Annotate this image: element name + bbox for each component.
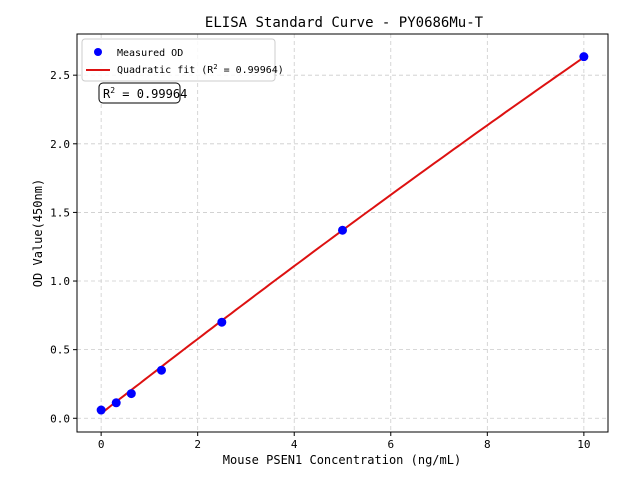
x-tick-label: 6 [387, 438, 394, 451]
data-point [579, 52, 589, 62]
data-point [96, 405, 106, 415]
y-tick-label: 0.0 [50, 412, 70, 425]
fit-line [100, 56, 585, 415]
y-tick-label: 1.5 [50, 206, 70, 219]
y-tick-label: 2.5 [50, 69, 70, 82]
plot-marks [96, 52, 589, 415]
legend-label-fit: Quadratic fit (R2 = 0.99964) [117, 63, 284, 76]
chart-title: ELISA Standard Curve - PY0686Mu-T [205, 15, 484, 31]
x-tick-label: 0 [98, 438, 105, 451]
plot-frame [76, 33, 609, 433]
data-point [111, 398, 121, 408]
x-tick-label: 10 [577, 438, 590, 451]
legend-label-measured: Measured OD [117, 48, 183, 59]
y-tick-label: 1.0 [50, 275, 70, 288]
data-point [338, 225, 347, 235]
data-point [156, 365, 166, 375]
x-tick-label: 4 [291, 438, 298, 451]
x-tick-label: 8 [484, 438, 491, 451]
x-axis-label: Mouse PSEN1 Concentration (ng/mL) [223, 453, 461, 467]
legend: Measured OD Quadratic fit (R2 = 0.99964) [81, 38, 284, 82]
data-point [217, 317, 227, 327]
data-point [126, 389, 136, 399]
grid [77, 34, 608, 432]
y-tick-label: 0.5 [50, 344, 70, 357]
y-axis-label: OD Value(450nm) [31, 179, 45, 287]
svg-text:R2 = 0.99964: R2 = 0.99964 [103, 86, 187, 101]
ticks: 0 2 4 6 8 10 0.0 0.5 1.0 1.5 2.0 2.5 [50, 69, 590, 451]
legend-marker-measured [94, 48, 102, 56]
y-tick-label: 2.0 [50, 138, 70, 151]
r-squared-annotation: R2 = 0.99964 [98, 82, 187, 104]
x-tick-label: 2 [194, 438, 201, 451]
